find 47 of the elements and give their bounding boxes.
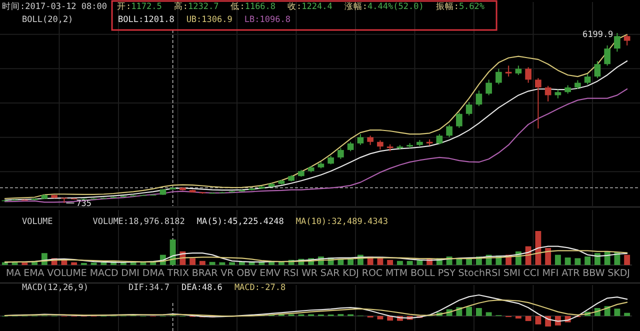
text: VOLUME:18,976.8182 (92, 217, 185, 227)
text: MTM (385, 268, 408, 279)
text: OBV (236, 268, 258, 279)
text: ROC (362, 268, 383, 279)
text: 振幅:5.62% (436, 1, 485, 12)
text: DMA (142, 268, 165, 279)
chart-title: VOLUME (22, 217, 53, 227)
text: SKDJ (608, 268, 630, 279)
text: DEA:48.6 (181, 283, 222, 293)
text: MACD:-27.8 (234, 283, 286, 293)
text: 涨幅:4.44%(52.0) (344, 1, 424, 12)
text: MA (6, 268, 22, 279)
text: 低:1166.8 (230, 1, 276, 12)
text: BOLL (410, 268, 436, 279)
text: MFI (542, 268, 559, 279)
text: StochRSI (458, 268, 501, 279)
text: EMA (24, 268, 45, 279)
text: EMV (260, 268, 281, 279)
chart-title: BOLL(20,2) (22, 15, 74, 25)
text: BRAR (192, 268, 218, 279)
annotation: 6199.9 (582, 30, 614, 40)
text: MA(5):45,225.4248 (196, 217, 284, 227)
text: RSI (283, 268, 299, 279)
text: MA(10):32,489.4343 (296, 217, 388, 227)
text: 收:1224.4 (288, 1, 332, 12)
text: SAR (320, 268, 340, 279)
text: DMI (121, 268, 140, 279)
text: MACD (90, 268, 118, 279)
text: WR (302, 268, 318, 279)
text: BBW (582, 268, 606, 279)
text: VOLUME (47, 268, 87, 279)
text: UB:1306.9 (186, 15, 232, 25)
text: LB:1096.8 (244, 15, 290, 25)
text: VR (220, 268, 234, 279)
text: 开:1172.5 (117, 2, 162, 12)
text: DIF:34.7 (128, 283, 170, 293)
text: 时间:2017-03-12 08:00 (2, 1, 108, 12)
text: TRIX (166, 268, 190, 279)
text: SMI (503, 268, 520, 279)
text: BOLL:1201.8 (118, 15, 174, 25)
text: CCI (523, 268, 540, 279)
text: 高:1232.7 (174, 1, 219, 12)
annotation: 735 (76, 199, 92, 209)
text: ATR (562, 268, 580, 279)
text: KDJ (342, 268, 359, 279)
text: PSY (438, 268, 456, 279)
chart-title: MACD(12,26,9) (22, 283, 89, 293)
